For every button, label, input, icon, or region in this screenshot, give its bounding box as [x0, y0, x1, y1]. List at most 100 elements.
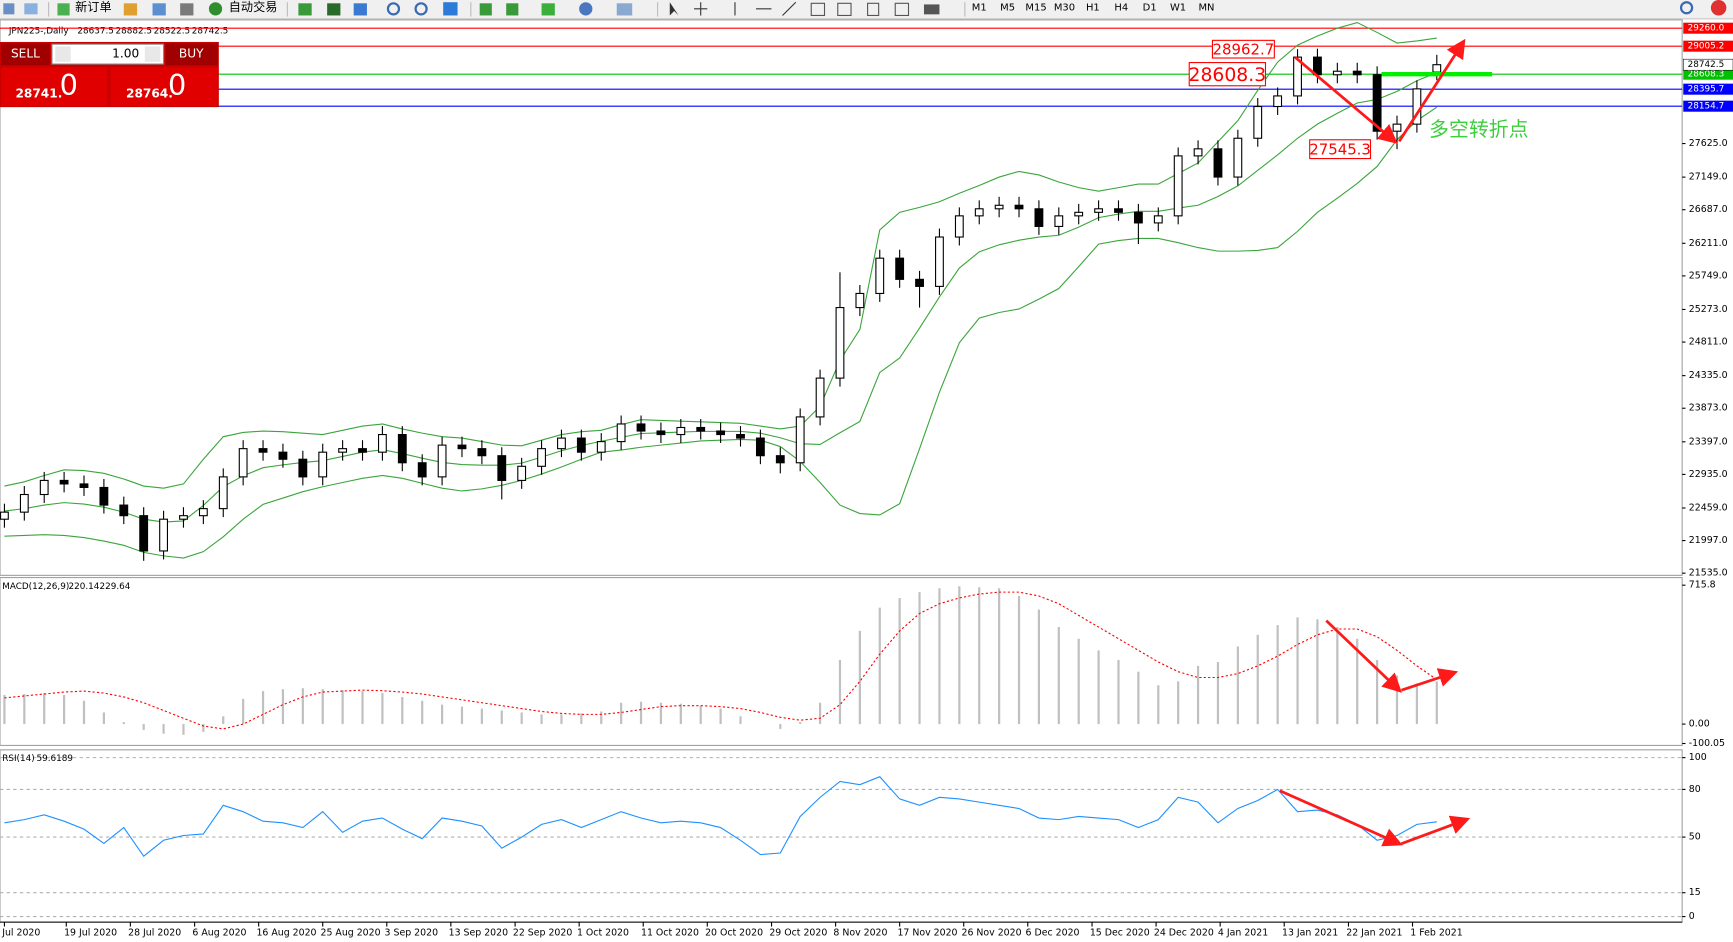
- candle-body: [696, 426, 706, 432]
- auto-trade-button[interactable]: 自动交易: [229, 0, 278, 14]
- annotation-box: [1188, 62, 1267, 87]
- icon[interactable]: [837, 2, 852, 17]
- y-tick-label: 26687.0: [1689, 204, 1728, 215]
- candle-body: [338, 448, 348, 453]
- y-tick-label: 22935.0: [1689, 469, 1728, 480]
- alerts[interactable]: [1710, 0, 1727, 16]
- zoom-in[interactable]: [386, 2, 401, 16]
- candle-body: [517, 465, 527, 481]
- candle-body: [179, 515, 188, 520]
- x-tick-label: 17 Nov 2020: [897, 928, 957, 939]
- sell-button[interactable]: [1, 43, 50, 66]
- candle-body: [537, 448, 546, 467]
- icon[interactable]: [579, 2, 593, 16]
- one-click-trading: SELL 1.00 BUY 28741. 0 28764. 0: [0, 41, 219, 108]
- x-tick-label: 13 Jan 2021: [1282, 928, 1338, 939]
- buy-price-digits[interactable]: 0: [168, 68, 186, 102]
- auto-trade-icon[interactable]: [208, 2, 223, 16]
- y-tick-label: 21997.0: [1689, 535, 1728, 546]
- timeframe-button[interactable]: M15: [1025, 3, 1046, 14]
- timeframe-button[interactable]: MN: [1198, 3, 1214, 14]
- x-tick-label: 8 Nov 2020: [833, 928, 887, 939]
- icon[interactable]: [810, 2, 826, 17]
- icon[interactable]: [180, 3, 194, 16]
- candle-body: [1054, 215, 1064, 227]
- buy-label[interactable]: BUY: [179, 47, 204, 61]
- timeframe-button[interactable]: M30: [1054, 3, 1075, 14]
- crosshair-tool[interactable]: [694, 2, 708, 16]
- buy-button[interactable]: [165, 43, 218, 66]
- candle-body: [636, 423, 646, 432]
- timeframe-button[interactable]: M1: [972, 3, 987, 14]
- candle-body: [1014, 204, 1024, 210]
- current-price-tag: [1682, 58, 1733, 71]
- search[interactable]: [1679, 1, 1694, 15]
- candle-body: [1153, 215, 1163, 224]
- timeframe-button[interactable]: H4: [1114, 3, 1128, 14]
- icon[interactable]: [353, 3, 367, 16]
- price-level-label: 28154.7: [1688, 102, 1725, 112]
- y-tick-label: 25749.0: [1689, 270, 1728, 281]
- candle-body: [974, 208, 984, 217]
- icon[interactable]: [506, 3, 519, 16]
- icon[interactable]: [541, 3, 555, 16]
- x-tick-label: 3 Sep 2020: [385, 928, 439, 939]
- sell-label[interactable]: SELL: [11, 47, 40, 61]
- y-tick-label: 80: [1689, 784, 1701, 795]
- icon[interactable]: [298, 3, 312, 16]
- buy-price[interactable]: 28764.: [126, 86, 173, 100]
- y-tick-label: 27149.0: [1689, 172, 1728, 183]
- icon[interactable]: [123, 3, 138, 16]
- icon[interactable]: [479, 3, 492, 16]
- ohlc-value: 28742.5: [192, 26, 229, 36]
- timeframe-button[interactable]: W1: [1170, 3, 1186, 14]
- icon[interactable]: [152, 3, 166, 16]
- timeframe-button[interactable]: M5: [1000, 3, 1015, 14]
- sell-price[interactable]: 28741.: [15, 86, 62, 100]
- arrow: [1400, 815, 1471, 846]
- icon[interactable]: [894, 2, 910, 17]
- new-order-button[interactable]: 新订单: [75, 0, 111, 14]
- candle-body: [1114, 208, 1123, 213]
- candle-body: [437, 444, 447, 478]
- icon[interactable]: [867, 2, 880, 17]
- zoom-out[interactable]: [414, 2, 428, 16]
- trendline-tool[interactable]: [782, 1, 797, 16]
- lot-down[interactable]: [55, 46, 71, 62]
- annotation-label: 28608.3: [1189, 65, 1267, 86]
- sell-price-box[interactable]: [1, 67, 108, 107]
- icon[interactable]: [3, 3, 15, 15]
- indicator-title: MACD(12,26,9): [2, 582, 69, 592]
- icon[interactable]: [443, 2, 458, 16]
- icon[interactable]: [24, 3, 38, 15]
- candle-body: [139, 515, 149, 552]
- annotation-note: 多空转折点: [1429, 118, 1528, 141]
- icon[interactable]: [327, 3, 341, 16]
- candle-body: [835, 307, 845, 379]
- ohlc-value: 28882.5: [115, 26, 152, 36]
- buy-price-box[interactable]: [110, 67, 218, 107]
- candle-body: [377, 433, 387, 453]
- x-tick-label: 29 Oct 2020: [769, 928, 827, 939]
- new-order-icon[interactable]: [57, 3, 70, 16]
- timeframe-button[interactable]: H1: [1086, 3, 1100, 14]
- lot-up[interactable]: [144, 46, 161, 62]
- candle-body: [0, 511, 9, 520]
- candle-body: [1133, 211, 1143, 224]
- sell-price-digits[interactable]: 0: [60, 68, 78, 102]
- x-tick-label: 15 Dec 2020: [1090, 928, 1150, 939]
- timeframe-button[interactable]: D1: [1143, 3, 1157, 14]
- ohlc-value: 28637.5: [77, 26, 114, 36]
- lot-value[interactable]: 1.00: [112, 47, 139, 61]
- timeframes: M1 M5 M15 M30 H1 H4 D1 W1 MN: [972, 3, 1215, 14]
- x-tick-label: 6 Dec 2020: [1026, 928, 1080, 939]
- icon[interactable]: [923, 4, 940, 15]
- lot-input[interactable]: [51, 43, 165, 65]
- candle-body: [1074, 211, 1084, 217]
- candle-body: [358, 448, 367, 453]
- drawn-arrows: [1279, 38, 1471, 847]
- x-tick-label: 24 Dec 2020: [1154, 928, 1214, 939]
- candle-body: [1094, 208, 1104, 213]
- icon[interactable]: [616, 3, 633, 16]
- y-tick-label: 50: [1689, 832, 1701, 843]
